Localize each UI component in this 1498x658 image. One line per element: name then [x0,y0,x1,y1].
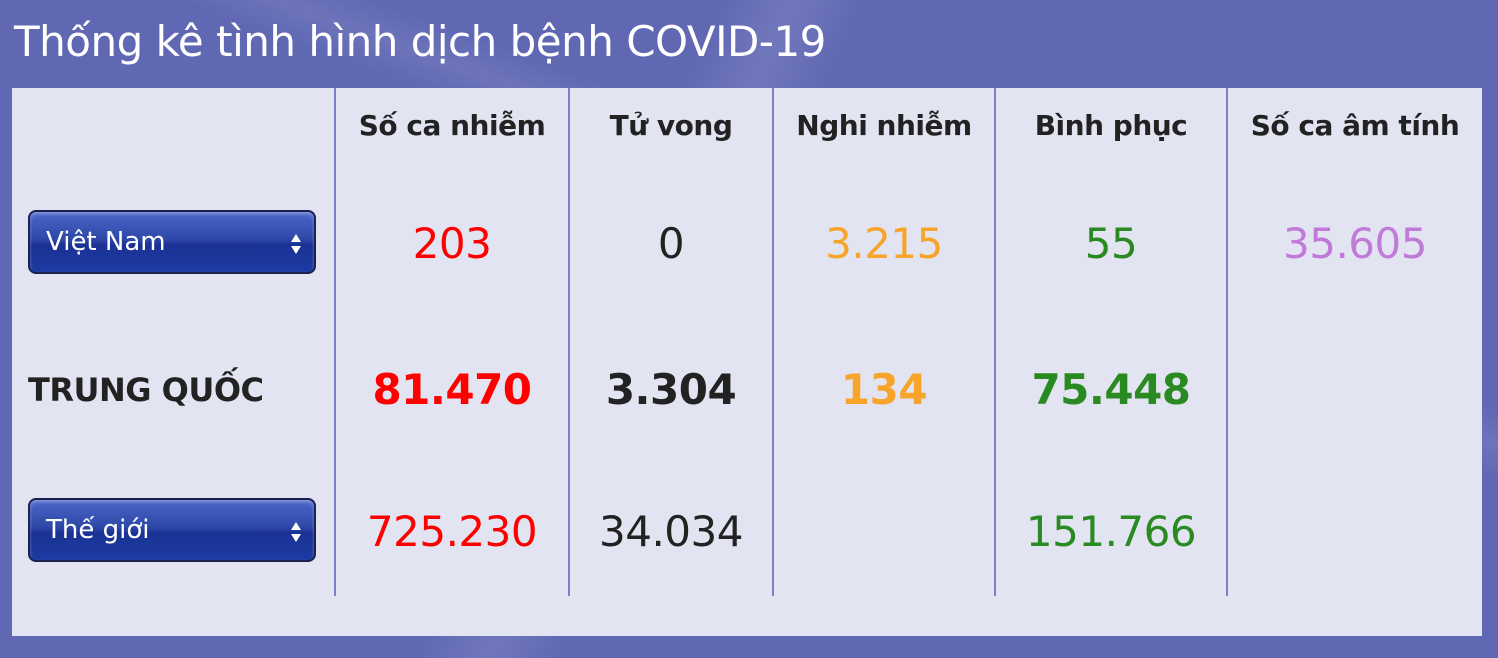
column-divider [994,88,996,596]
vn-infected: 203 [412,219,492,268]
cn-recovered: 75.448 [1031,365,1191,414]
china-label: TRUNG QUỐC [28,371,264,409]
column-divider [1226,88,1228,596]
column-divider [334,88,336,596]
stats-table: Số ca nhiễm Tử vong Nghi nhiễm Bình phục… [12,88,1482,636]
header-recovered: Bình phục [1034,109,1188,142]
cn-suspected: 134 [840,365,928,414]
world-deaths: 34.034 [599,507,743,556]
country-select[interactable]: Việt Nam [28,210,316,274]
header-negative: Số ca âm tính [1250,109,1460,142]
vn-suspected: 3.215 [825,219,943,268]
world-infected: 725.230 [366,507,538,556]
up-down-arrows-icon [291,522,301,542]
vn-negative: 35.605 [1283,219,1427,268]
column-divider [568,88,570,596]
country-select-value: Việt Nam [46,227,166,257]
page-title: Thống kê tình hình dịch bệnh COVID-19 [14,17,826,66]
cn-deaths: 3.304 [605,365,737,414]
region-select-value: Thế giới [46,515,150,545]
region-select[interactable]: Thế giới [28,498,316,562]
header-infected: Số ca nhiễm [358,109,546,142]
up-down-arrows-icon [291,234,301,254]
cn-infected: 81.470 [372,365,532,414]
vn-deaths: 0 [657,219,685,268]
world-recovered: 151.766 [1025,507,1197,556]
header-suspected: Nghi nhiễm [796,109,972,142]
column-divider [772,88,774,596]
header-deaths: Tử vong [609,109,733,142]
vn-recovered: 55 [1084,219,1138,268]
